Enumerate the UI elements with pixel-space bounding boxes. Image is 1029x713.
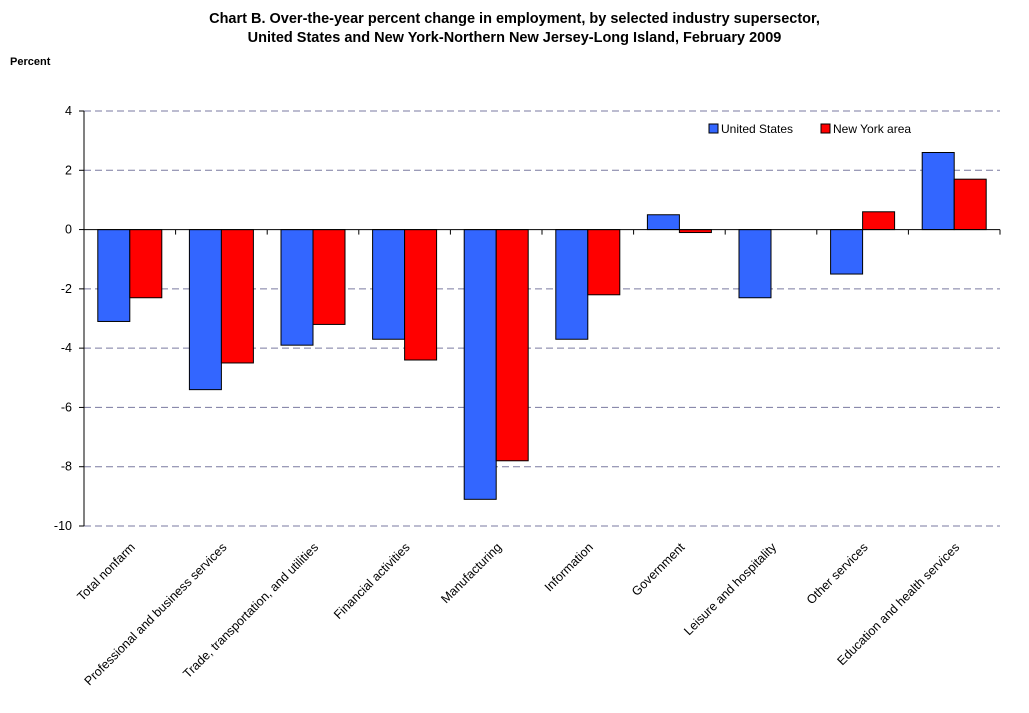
bar-united-states xyxy=(738,229,772,299)
y-tick-label: -6 xyxy=(61,400,72,414)
bar-new-york-area xyxy=(587,229,621,296)
gridlines xyxy=(84,110,1000,527)
bars xyxy=(97,152,987,500)
y-tick-label: -2 xyxy=(61,282,72,296)
bar-united-states xyxy=(921,152,955,231)
x-category-label: Financial activities xyxy=(331,540,413,622)
y-tick-label: 0 xyxy=(65,223,72,237)
y-tick-label: 4 xyxy=(65,104,72,118)
bar-new-york-area xyxy=(129,229,163,299)
y-tick-label: -4 xyxy=(61,341,72,355)
y-tick-label: -10 xyxy=(54,519,72,533)
x-category-label: Professional and business services xyxy=(82,540,230,688)
chart-title-line-1: Chart B. Over-the-year percent change in… xyxy=(209,11,820,27)
bar-new-york-area xyxy=(495,229,529,462)
x-category-label: Total nonfarm xyxy=(74,540,137,603)
y-axis-label: Percent xyxy=(10,56,51,68)
y-tick-label: 2 xyxy=(65,163,72,177)
legend: United States New York area xyxy=(708,122,911,136)
chart-title: Chart B. Over-the-year percent change in… xyxy=(0,10,1029,48)
x-category-label: Information xyxy=(542,540,596,594)
bar-united-states xyxy=(463,229,497,500)
axes xyxy=(79,110,1001,527)
chart-title-line-2: United States and New York-Northern New … xyxy=(247,30,782,46)
bar-united-states xyxy=(830,229,864,275)
bar-new-york-area xyxy=(312,229,346,325)
bar-new-york-area xyxy=(220,229,254,364)
y-tick-label: -8 xyxy=(61,460,72,474)
legend-swatch-new-york-area xyxy=(820,123,831,134)
bar-united-states xyxy=(646,214,680,231)
bar-new-york-area xyxy=(953,178,987,231)
x-category-label: Leisure and hospitality xyxy=(681,540,779,638)
bar-new-york-area xyxy=(862,211,896,231)
y-tick-labels: -10 -8 -6 -4 -2 0 2 4 xyxy=(54,104,72,533)
legend-swatch-united-states xyxy=(708,123,719,134)
bar-united-states xyxy=(280,229,314,346)
legend-label-new-york-area: New York area xyxy=(833,122,911,136)
bar-united-states xyxy=(372,229,406,340)
x-category-label: Manufacturing xyxy=(438,540,504,606)
bar-united-states xyxy=(97,229,131,322)
x-category-label: Other services xyxy=(804,540,871,607)
bar-united-states xyxy=(555,229,589,340)
legend-label-united-states: United States xyxy=(721,122,793,136)
bar-new-york-area xyxy=(404,229,438,361)
bar-united-states xyxy=(188,229,222,391)
x-category-label: Government xyxy=(629,540,688,599)
